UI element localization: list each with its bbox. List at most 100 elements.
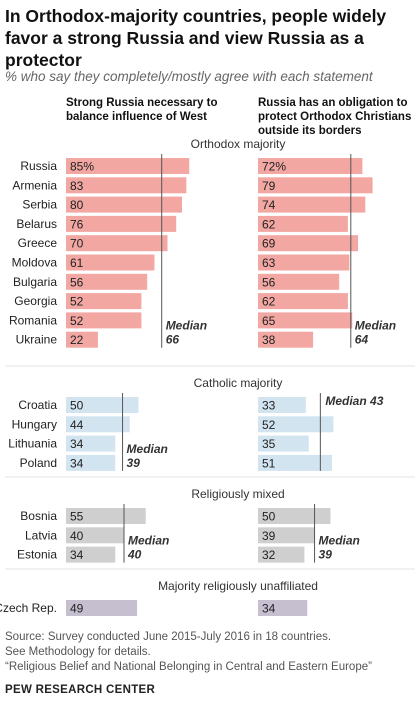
value-label-poland-2: 51 [262,456,276,470]
column-header-protect-orthodox: Russia has an obligation to protect Orth… [258,97,412,137]
median-label-2-2: 64 [355,333,369,347]
footer: Source: Survey conducted June 2015-July … [5,630,415,675]
bar-chart: Orthodox majority Russia 85% 72% Armenia 83 79… [0,137,415,616]
country-label-ukraine: Ukraine [16,333,58,347]
bar-croatia-2 [258,397,306,413]
value-label-greece-2: 69 [262,237,276,251]
value-label-czech-rep-1: 49 [70,602,84,616]
value-label-ukraine-2: 38 [262,333,276,347]
bar-hungary-1 [66,416,130,433]
country-label-latvia: Latvia [25,528,57,542]
country-label-russia: Russia [20,159,57,173]
bar-estonia-1 [66,546,116,563]
bar-moldova-1 [66,254,155,271]
median-label-1-2: 66 [166,333,180,347]
bar-greece-2 [258,235,359,252]
median-label-2: Median 43 [325,394,383,408]
value-label-latvia-1: 40 [70,529,84,543]
bar-georgia-1 [66,293,142,310]
bar-greece-1 [66,235,168,252]
value-label-russia-2: 72% [262,160,286,174]
value-label-belarus-1: 76 [70,217,84,231]
value-label-bosnia-1: 55 [70,510,84,524]
median-label-2-1: Median [319,534,360,548]
country-label-lithuania: Lithuania [8,437,57,451]
median-label-1-2: 40 [127,548,142,562]
country-label-poland: Poland [20,456,57,470]
value-label-estonia-2: 32 [262,548,276,562]
bar-ukraine-2 [258,331,314,348]
median-label-1-1: Median [128,534,169,548]
bar-moldova-2 [258,254,350,271]
median-label-2-2: 39 [319,548,333,562]
bar-ukraine-1 [66,331,98,348]
value-label-latvia-2: 39 [262,529,276,543]
bar-bulgaria-2 [258,273,340,290]
bar-romania-1 [66,312,142,329]
group-label-orthodox-majority: Orthodox majority [191,137,286,151]
bar-poland-2 [258,454,332,471]
median-label-2-1: Median [355,319,396,333]
bar-russia-2 [258,158,363,174]
value-label-georgia-2: 62 [262,295,276,309]
report-title: “Religious Belief and National Belonging… [5,661,372,673]
value-label-serbia-1: 80 [70,198,84,212]
value-label-belarus-2: 62 [262,217,276,231]
country-label-romania: Romania [9,313,57,327]
methodology-note: See Methodology for details. [5,646,151,658]
bar-belarus-2 [258,215,348,232]
country-label-bulgaria: Bulgaria [13,275,57,289]
value-label-moldova-2: 63 [262,256,276,270]
country-label-hungary: Hungary [12,417,57,431]
country-label-estonia: Estonia [17,548,57,562]
chart-title: In Orthodox-majority countries, people w… [5,6,387,70]
bar-latvia-2 [258,527,315,544]
bar-czech-rep-2 [258,600,308,616]
value-label-armenia-1: 83 [70,179,84,193]
bar-czech-rep-1 [66,600,138,616]
country-label-czech-rep: Czech Rep. [0,601,57,615]
value-label-moldova-1: 61 [70,256,84,270]
bar-estonia-2 [258,546,305,563]
value-label-hungary-1: 44 [70,418,84,432]
value-label-romania-2: 65 [262,314,276,328]
country-label-moldova: Moldova [12,256,58,270]
bar-poland-1 [66,454,116,471]
group-label-majority-religiously-unaffiliated: Majority religiously unaffiliated [158,579,318,593]
median-label-1-2: 39 [127,456,141,470]
value-label-estonia-1: 34 [70,548,84,562]
country-label-armenia: Armenia [12,178,57,192]
value-label-lithuania-2: 35 [262,437,276,451]
bar-bulgaria-1 [66,273,148,290]
source-note: Source: Survey conducted June 2015-July … [5,631,332,643]
value-label-ukraine-1: 22 [70,333,84,347]
bar-lithuania-2 [258,435,309,452]
median-label-1-1: Median [166,319,207,333]
bar-armenia-2 [258,177,373,194]
country-label-georgia: Georgia [14,294,57,308]
value-label-greece-1: 70 [70,237,84,251]
bar-georgia-2 [258,293,348,310]
value-label-russia-1: 85% [70,160,94,174]
value-label-czech-rep-2: 34 [262,602,276,616]
bar-armenia-1 [66,177,187,194]
bar-croatia-1 [66,397,139,413]
value-label-bulgaria-1: 56 [70,275,84,289]
value-label-poland-1: 34 [70,456,84,470]
country-label-belarus: Belarus [16,217,57,231]
country-label-bosnia: Bosnia [20,509,57,523]
country-label-serbia: Serbia [22,198,57,212]
value-label-bosnia-2: 50 [262,510,276,524]
value-label-lithuania-1: 34 [70,437,84,451]
value-label-hungary-2: 52 [262,418,276,432]
median-label-1-1: Median [127,442,168,456]
bar-belarus-1 [66,215,177,232]
bar-romania-2 [258,312,353,329]
value-label-armenia-2: 79 [262,179,276,193]
bar-bosnia-1 [66,508,146,524]
bar-serbia-1 [66,196,182,213]
value-label-croatia-2: 33 [262,399,276,413]
group-label-religiously-mixed: Religiously mixed [191,487,284,501]
value-label-serbia-2: 74 [262,198,276,212]
chart-subtitle: % who say they completely/mostly agree w… [5,69,373,84]
